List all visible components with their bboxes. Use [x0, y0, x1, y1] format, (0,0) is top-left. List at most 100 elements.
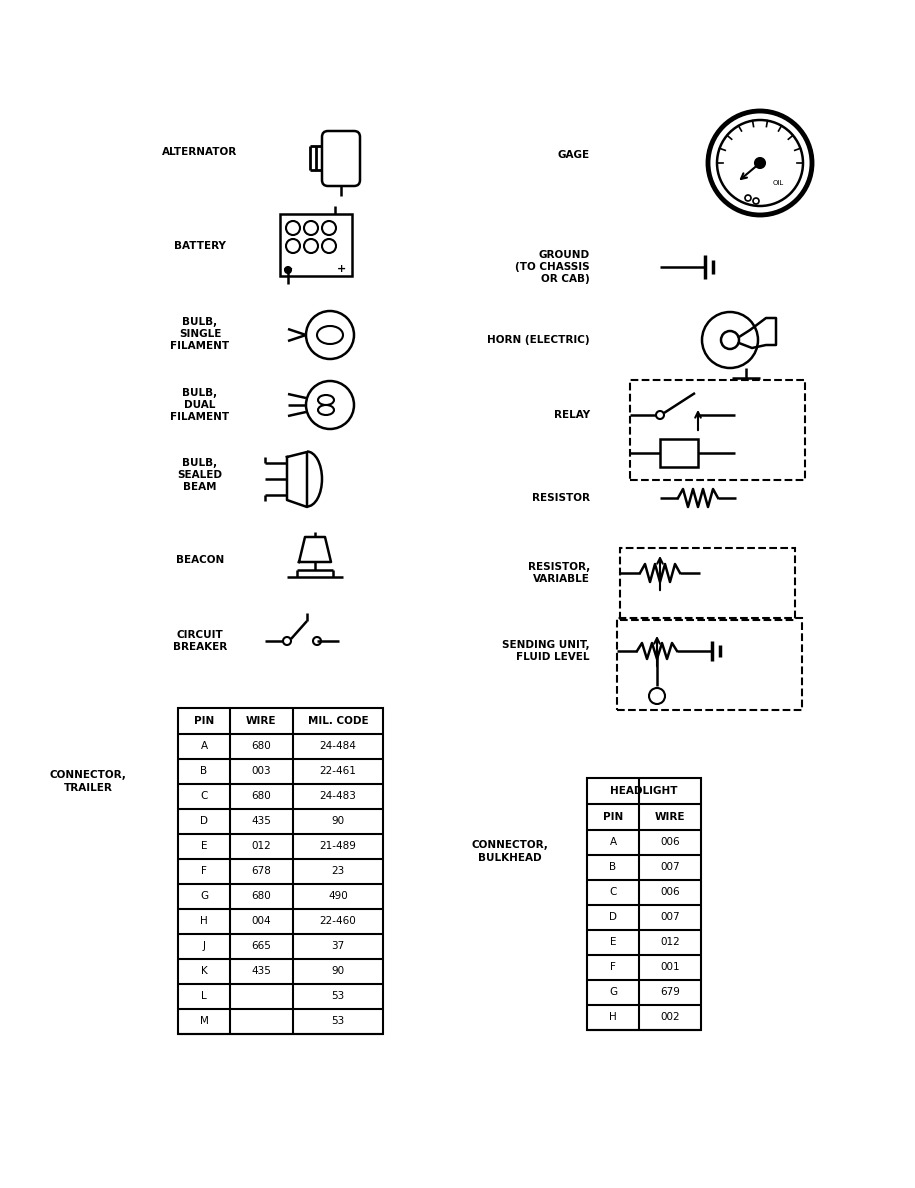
- Text: 006: 006: [661, 838, 680, 847]
- Circle shape: [702, 312, 758, 368]
- Text: 002: 002: [661, 1012, 680, 1022]
- Text: BEAM: BEAM: [183, 482, 217, 492]
- Circle shape: [286, 221, 300, 235]
- Text: BEACON: BEACON: [176, 555, 224, 565]
- Text: L: L: [201, 991, 207, 1001]
- Bar: [617, 618, 802, 710]
- Text: SINGLE: SINGLE: [178, 329, 221, 339]
- Circle shape: [755, 158, 765, 168]
- Circle shape: [304, 239, 318, 253]
- Bar: [178, 708, 383, 1034]
- Text: 53: 53: [331, 1016, 345, 1026]
- Text: 435: 435: [251, 966, 271, 977]
- Circle shape: [656, 411, 664, 419]
- Circle shape: [708, 110, 812, 215]
- Circle shape: [745, 195, 751, 201]
- Text: H: H: [200, 916, 208, 925]
- Text: BULB,: BULB,: [182, 459, 218, 468]
- Bar: [620, 548, 795, 620]
- Text: 21-489: 21-489: [319, 841, 357, 851]
- Polygon shape: [287, 451, 307, 507]
- Text: 001: 001: [661, 962, 680, 972]
- Polygon shape: [299, 537, 331, 562]
- Text: FLUID LEVEL: FLUID LEVEL: [516, 652, 590, 662]
- Text: 37: 37: [331, 941, 345, 952]
- Text: 012: 012: [251, 841, 271, 851]
- Text: VARIABLE: VARIABLE: [533, 574, 590, 584]
- Text: OIL: OIL: [772, 181, 783, 187]
- Text: 24-483: 24-483: [319, 791, 357, 801]
- Text: C: C: [200, 791, 208, 801]
- Bar: [630, 380, 805, 480]
- Circle shape: [717, 120, 803, 206]
- Text: J: J: [202, 941, 206, 952]
- Text: BULB,: BULB,: [182, 317, 218, 327]
- Text: 90: 90: [331, 816, 345, 826]
- Text: 665: 665: [251, 941, 271, 952]
- Text: 680: 680: [251, 791, 271, 801]
- Text: 435: 435: [251, 816, 271, 826]
- Text: 006: 006: [661, 887, 680, 897]
- Text: 53: 53: [331, 991, 345, 1001]
- Text: 007: 007: [661, 912, 680, 922]
- Text: CONNECTOR,: CONNECTOR,: [471, 840, 548, 849]
- Text: A: A: [200, 741, 208, 751]
- Text: WIRE: WIRE: [246, 716, 276, 726]
- Text: G: G: [200, 891, 208, 901]
- Text: M: M: [199, 1016, 209, 1026]
- Text: B: B: [200, 766, 208, 776]
- Text: G: G: [609, 987, 617, 997]
- Circle shape: [283, 637, 291, 645]
- Text: 24-484: 24-484: [319, 741, 357, 751]
- Circle shape: [306, 311, 354, 359]
- Circle shape: [649, 688, 665, 704]
- Circle shape: [285, 267, 291, 273]
- Text: 007: 007: [661, 862, 680, 872]
- Circle shape: [322, 239, 336, 253]
- Ellipse shape: [318, 394, 334, 405]
- Text: 012: 012: [660, 937, 680, 947]
- Text: B: B: [609, 862, 617, 872]
- Text: 679: 679: [660, 987, 680, 997]
- Text: FILAMENT: FILAMENT: [170, 412, 230, 422]
- Circle shape: [286, 239, 300, 253]
- Text: DUAL: DUAL: [184, 400, 216, 410]
- Bar: [280, 214, 352, 276]
- Text: −: −: [283, 263, 293, 276]
- Text: 22-460: 22-460: [319, 916, 356, 925]
- Text: OR CAB): OR CAB): [542, 274, 590, 284]
- Text: 680: 680: [251, 891, 271, 901]
- Text: 004: 004: [252, 916, 271, 925]
- Text: (TO CHASSIS: (TO CHASSIS: [515, 263, 590, 272]
- Circle shape: [753, 198, 759, 204]
- Text: CIRCUIT: CIRCUIT: [177, 630, 223, 640]
- Text: MIL. CODE: MIL. CODE: [307, 716, 369, 726]
- Text: 003: 003: [252, 766, 271, 776]
- Text: FILAMENT: FILAMENT: [170, 341, 230, 350]
- Circle shape: [313, 637, 321, 645]
- Bar: [587, 778, 701, 1030]
- Text: RELAY: RELAY: [554, 410, 590, 421]
- Text: D: D: [609, 912, 617, 922]
- Ellipse shape: [317, 326, 343, 345]
- Text: PIN: PIN: [603, 813, 623, 822]
- Text: PIN: PIN: [194, 716, 214, 726]
- Text: 678: 678: [251, 866, 271, 876]
- Text: GROUND: GROUND: [539, 249, 590, 260]
- Text: WIRE: WIRE: [655, 813, 685, 822]
- Ellipse shape: [318, 405, 334, 415]
- Text: GAGE: GAGE: [558, 150, 590, 160]
- Text: C: C: [609, 887, 617, 897]
- Text: 680: 680: [251, 741, 271, 751]
- Text: K: K: [200, 966, 208, 977]
- Text: HORN (ELECTRIC): HORN (ELECTRIC): [488, 335, 590, 345]
- Text: TRAILER: TRAILER: [63, 783, 113, 794]
- Text: H: H: [609, 1012, 617, 1022]
- Text: D: D: [200, 816, 208, 826]
- Circle shape: [322, 221, 336, 235]
- Circle shape: [306, 381, 354, 429]
- Text: BULB,: BULB,: [182, 388, 218, 398]
- Text: F: F: [610, 962, 616, 972]
- Text: SEALED: SEALED: [178, 470, 222, 480]
- Circle shape: [304, 221, 318, 235]
